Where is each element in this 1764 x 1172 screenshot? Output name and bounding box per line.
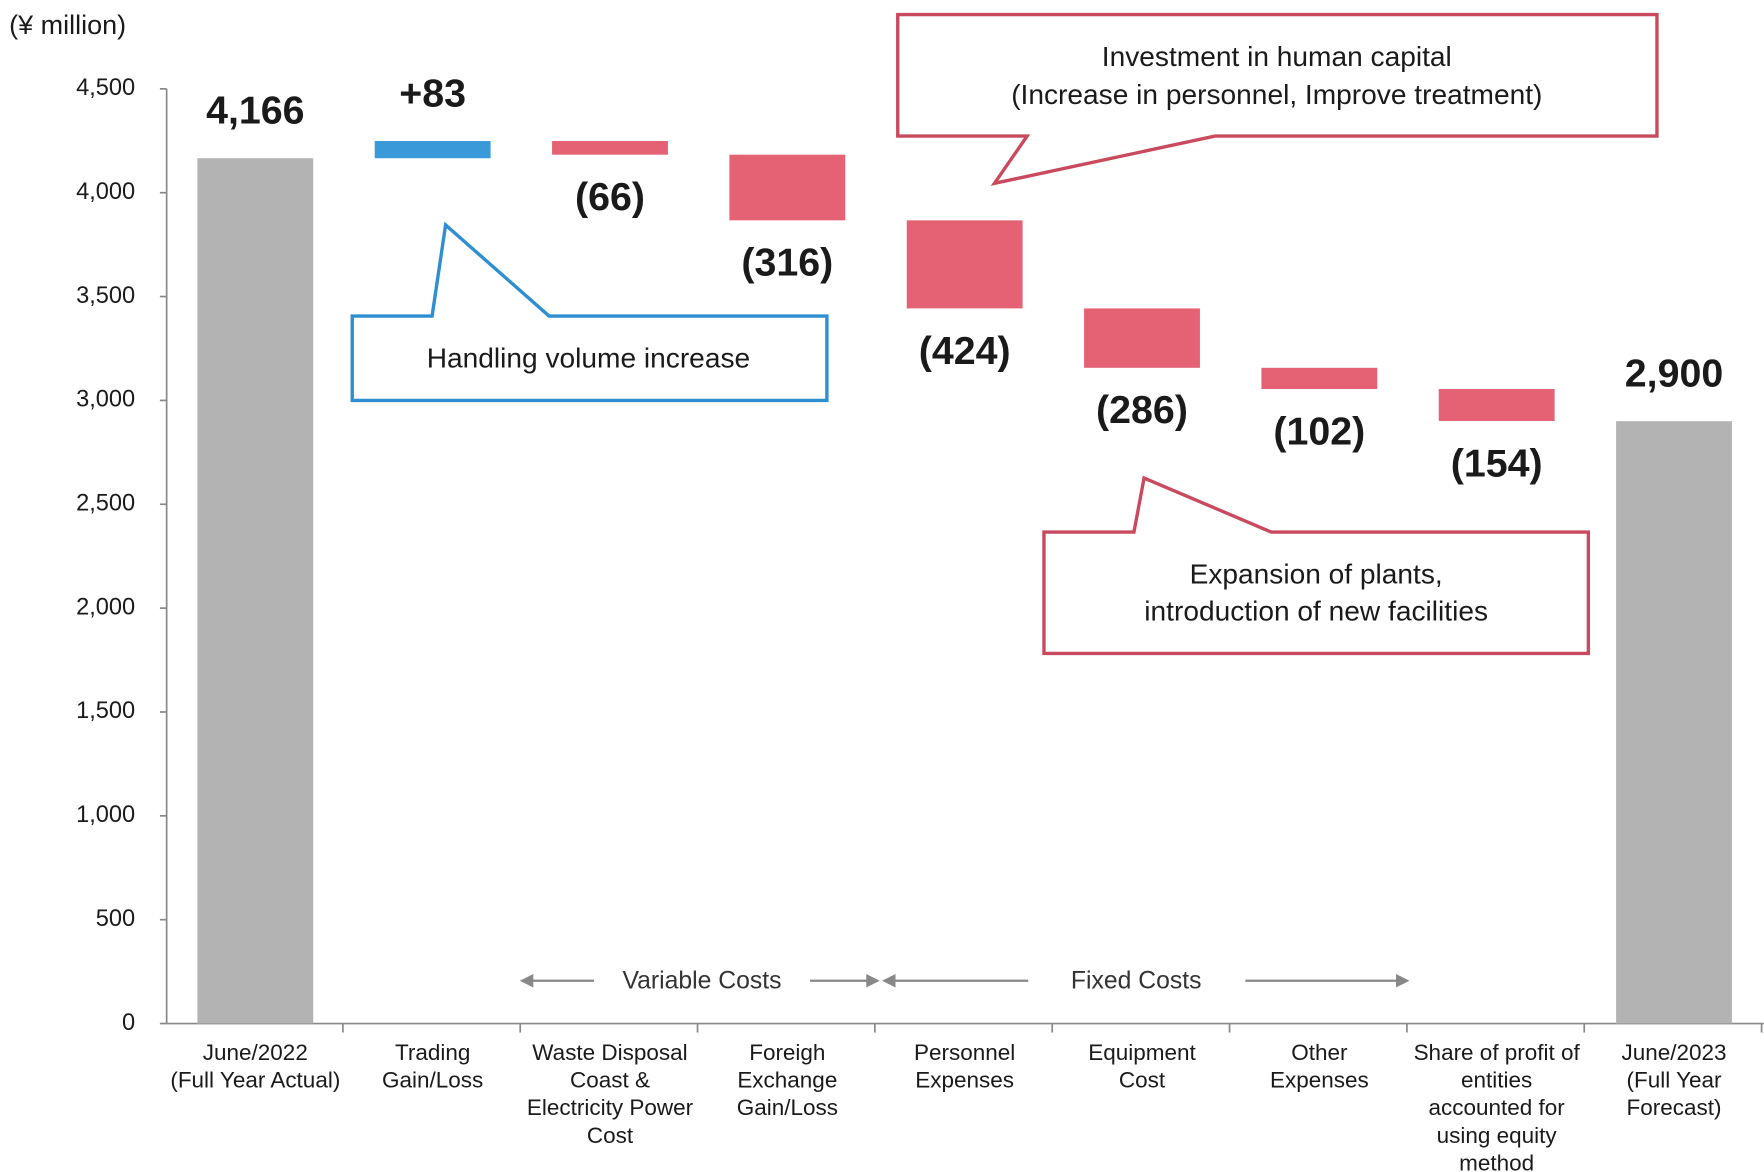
annotation: Expansion of plants, xyxy=(1190,558,1443,589)
x-tick-label: Expenses xyxy=(915,1068,1014,1093)
arrow-head xyxy=(866,974,880,988)
bar xyxy=(374,140,491,159)
group-arrows xyxy=(519,974,1410,988)
y-tick-label: 4,000 xyxy=(76,179,135,205)
arrow-head xyxy=(1396,974,1410,988)
bar xyxy=(1438,388,1555,421)
bar xyxy=(729,154,846,221)
x-tick-label: Coast & xyxy=(570,1068,650,1093)
bar xyxy=(1084,308,1200,368)
x-tick-label: Forecast) xyxy=(1627,1095,1722,1120)
bar xyxy=(1616,421,1732,1024)
y-tick-label: 4,500 xyxy=(76,75,135,101)
value-label: (154) xyxy=(1451,441,1543,485)
x-tick-label: Expenses xyxy=(1270,1068,1369,1093)
x-tick-label: June/2023 xyxy=(1622,1040,1727,1065)
arrow-head xyxy=(519,974,534,988)
x-tick-label: Gain/Loss xyxy=(382,1068,483,1093)
bar xyxy=(1261,367,1378,389)
bar xyxy=(197,158,314,1024)
y-tick-label: 2,000 xyxy=(76,594,135,620)
x-tick-label: Share of profit of xyxy=(1414,1040,1581,1065)
x-tick-label: Trading xyxy=(395,1040,470,1065)
callout xyxy=(1042,475,1591,656)
value-label: (286) xyxy=(1096,388,1188,432)
value-label: 2,900 xyxy=(1625,352,1724,396)
x-tick-label: Foreigh xyxy=(749,1040,825,1065)
x-tick-label: Cost xyxy=(1119,1068,1166,1093)
x-tick-label: Electricity Power xyxy=(527,1095,694,1120)
y-tick-label: 3,000 xyxy=(76,387,135,413)
x-tick-label: accounted for xyxy=(1429,1095,1566,1120)
value-label: (316) xyxy=(741,241,833,285)
callout xyxy=(350,221,829,403)
annotation: (Increase in personnel, Improve treatmen… xyxy=(1011,79,1542,110)
x-tick-label: Gain/Loss xyxy=(737,1095,838,1120)
value-label: +83 xyxy=(399,71,466,115)
group-label: Fixed Costs xyxy=(1071,967,1202,994)
callout xyxy=(896,12,1659,186)
x-tick-label: method xyxy=(1459,1151,1534,1172)
bar xyxy=(552,140,668,155)
x-tick-label: (Full Year Actual) xyxy=(170,1068,340,1093)
x-tick-label: Exchange xyxy=(737,1068,837,1093)
y-tick-label: 1,000 xyxy=(76,802,135,828)
value-label: (424) xyxy=(919,329,1011,373)
annotation: Handling volume increase xyxy=(427,342,750,373)
x-tick-label: entities xyxy=(1461,1068,1532,1093)
bar xyxy=(906,220,1023,309)
value-label: 4,166 xyxy=(206,89,305,133)
value-label: (102) xyxy=(1273,409,1365,453)
y-tick-label: 3,500 xyxy=(76,283,135,309)
arrow-head xyxy=(882,974,896,988)
group-label: Variable Costs xyxy=(623,967,782,994)
y-tick-label: 500 xyxy=(96,906,135,932)
annotation: Investment in human capital xyxy=(1102,41,1452,72)
x-tick-label: Personnel xyxy=(914,1040,1015,1065)
x-tick-label: using equity xyxy=(1437,1123,1558,1148)
x-tick-label: Equipment xyxy=(1088,1040,1196,1065)
x-tick-label: Cost xyxy=(587,1123,634,1148)
y-tick-label: 0 xyxy=(122,1010,135,1036)
value-label: (66) xyxy=(575,175,645,219)
y-tick-label: 1,500 xyxy=(76,698,135,724)
y-tick-label: 2,500 xyxy=(76,491,135,517)
x-tick-label: June/2022 xyxy=(203,1040,308,1065)
x-tick-label: (Full Year xyxy=(1627,1068,1722,1093)
y-unit-label: (¥ million) xyxy=(9,10,126,40)
x-tick-label: Other xyxy=(1291,1040,1348,1065)
annotation: introduction of new facilities xyxy=(1144,595,1488,626)
x-tick-label: Waste Disposal xyxy=(532,1040,687,1065)
